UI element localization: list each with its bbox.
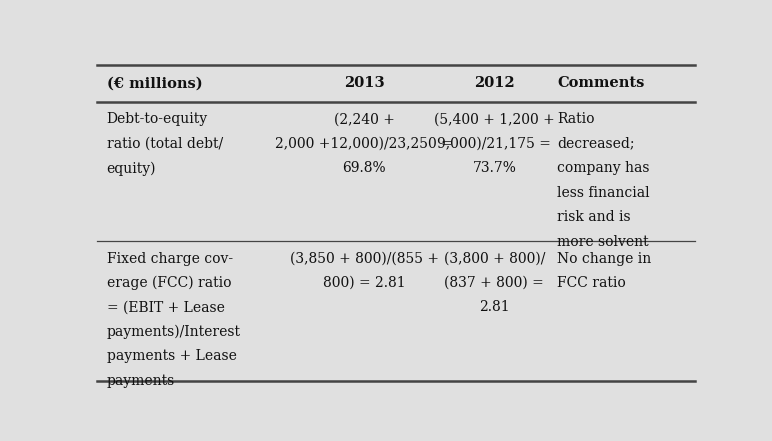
Text: 2,000 +12,000)/23,250 =: 2,000 +12,000)/23,250 =	[276, 137, 453, 151]
Text: 69.8%: 69.8%	[343, 161, 386, 175]
Text: equity): equity)	[107, 161, 156, 176]
Text: = (EBIT + Lease: = (EBIT + Lease	[107, 300, 225, 314]
Text: (2,240 +: (2,240 +	[334, 112, 394, 126]
Text: less financial: less financial	[557, 186, 650, 200]
Text: ratio (total debt/: ratio (total debt/	[107, 137, 223, 151]
Text: 2.81: 2.81	[479, 300, 510, 314]
Text: Fixed charge cov-: Fixed charge cov-	[107, 251, 233, 265]
Text: (3,850 + 800)/(855 +: (3,850 + 800)/(855 +	[290, 251, 438, 265]
Text: Comments: Comments	[557, 76, 645, 90]
Text: (837 + 800) =: (837 + 800) =	[445, 276, 544, 290]
Text: Ratio: Ratio	[557, 112, 594, 126]
Text: (€ millions): (€ millions)	[107, 76, 202, 90]
Text: payments: payments	[107, 374, 175, 388]
Text: 73.7%: 73.7%	[472, 161, 516, 175]
Text: 9,000)/21,175 =: 9,000)/21,175 =	[438, 137, 551, 151]
Text: 2013: 2013	[344, 76, 384, 90]
Text: 2012: 2012	[474, 76, 515, 90]
Text: more solvent: more solvent	[557, 235, 648, 249]
Text: (3,800 + 800)/: (3,800 + 800)/	[444, 251, 545, 265]
Text: decreased;: decreased;	[557, 137, 635, 151]
Text: Debt-to-equity: Debt-to-equity	[107, 112, 208, 126]
Text: (5,400 + 1,200 +: (5,400 + 1,200 +	[434, 112, 555, 126]
Text: erage (FCC) ratio: erage (FCC) ratio	[107, 276, 231, 291]
Text: FCC ratio: FCC ratio	[557, 276, 626, 290]
Text: 800) = 2.81: 800) = 2.81	[323, 276, 405, 290]
Text: risk and is: risk and is	[557, 210, 631, 224]
Text: company has: company has	[557, 161, 650, 175]
Text: payments + Lease: payments + Lease	[107, 349, 236, 363]
Text: payments)/Interest: payments)/Interest	[107, 325, 241, 339]
Text: No change in: No change in	[557, 251, 652, 265]
